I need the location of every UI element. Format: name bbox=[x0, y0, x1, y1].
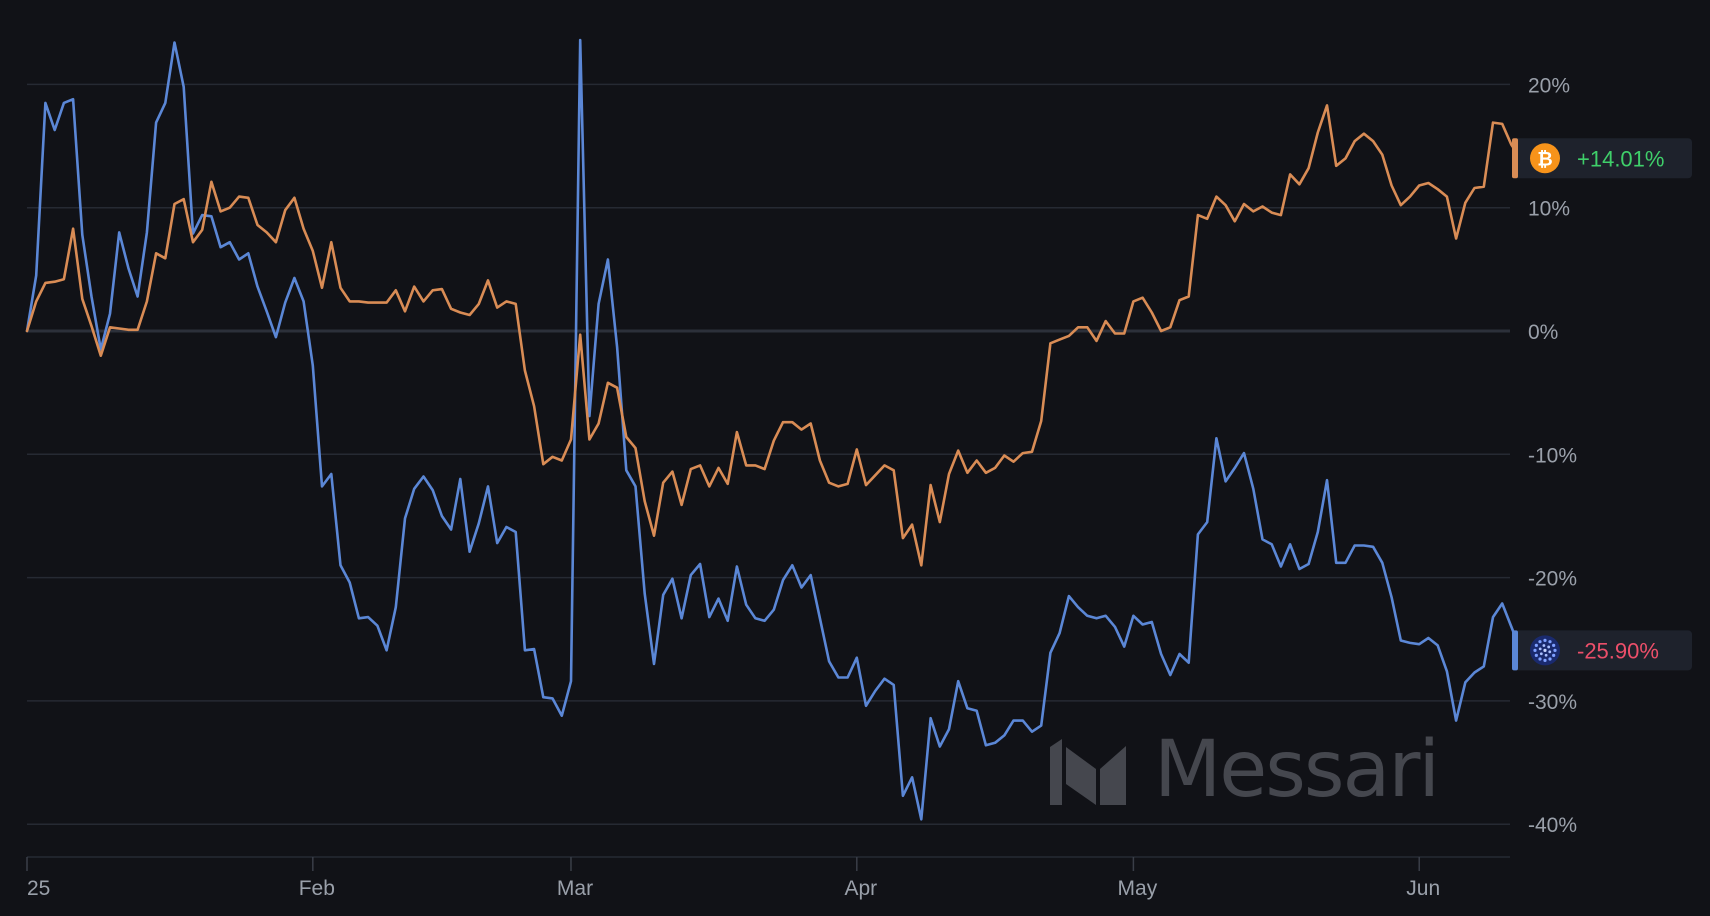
y-tick-label: 20% bbox=[1528, 74, 1570, 97]
btc-price-badge[interactable]: ₿ +14.01% bbox=[1512, 138, 1692, 179]
badge-accent bbox=[1512, 630, 1518, 671]
series-lines bbox=[25, 38, 1522, 821]
y-tick-label: 10% bbox=[1528, 198, 1570, 221]
x-tick-label: Apr bbox=[844, 877, 877, 900]
x-tick-label: May bbox=[1118, 877, 1158, 900]
y-axis: 20% 10% 0% -10% -20% -30% -40% bbox=[1528, 74, 1577, 837]
y-tick-label: -20% bbox=[1528, 568, 1577, 591]
x-tick-label: Mar bbox=[557, 877, 593, 900]
y-tick-label: -30% bbox=[1528, 691, 1577, 714]
ada-series-line bbox=[25, 38, 1522, 821]
badge-background bbox=[1512, 630, 1692, 671]
ada-price-badge[interactable]: -25.90% bbox=[1512, 630, 1692, 671]
badge-background bbox=[1512, 138, 1692, 179]
badge-value: +14.01% bbox=[1577, 146, 1664, 171]
badge-accent bbox=[1512, 138, 1518, 179]
price-badges: ₿ +14.01% -25.90% bbox=[1512, 138, 1692, 671]
messari-wordmark: Messari bbox=[1154, 725, 1438, 815]
x-tick-label: 25 bbox=[27, 877, 50, 900]
messari-logo-icon bbox=[1050, 739, 1126, 805]
messari-watermark: Messari bbox=[1050, 725, 1440, 815]
badge-value: -25.90% bbox=[1577, 638, 1659, 663]
bitcoin-icon: ₿ bbox=[1530, 143, 1560, 174]
y-tick-label: -10% bbox=[1528, 444, 1577, 467]
x-tick-label: Jun bbox=[1406, 877, 1440, 900]
svg-text:₿: ₿ bbox=[1537, 149, 1552, 170]
y-tick-label: 0% bbox=[1528, 321, 1558, 344]
x-axis: 25 Feb Mar Apr May Jun bbox=[26, 856, 1510, 900]
cardano-icon bbox=[1530, 635, 1560, 666]
y-tick-label: -40% bbox=[1528, 814, 1577, 837]
x-tick-label: Feb bbox=[299, 877, 335, 900]
btc-series-line bbox=[25, 104, 1522, 567]
